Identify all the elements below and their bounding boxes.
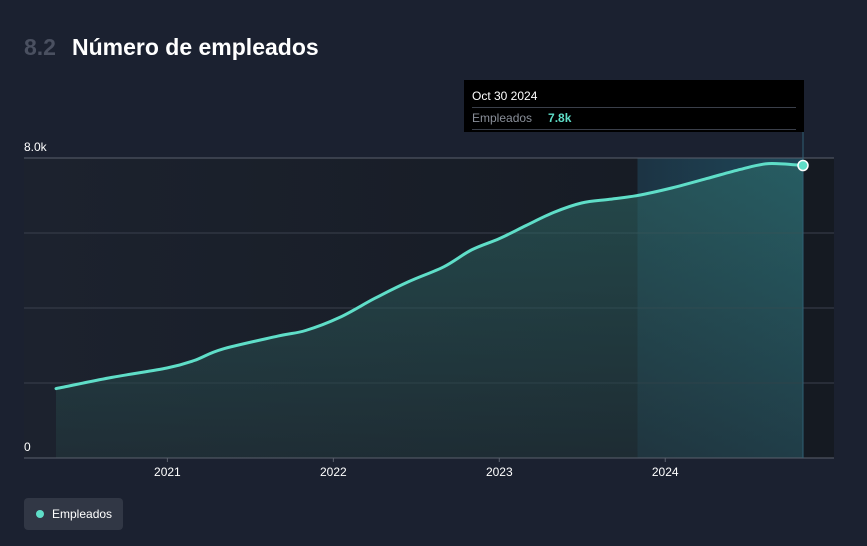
x-tick-label: 2022 xyxy=(320,465,347,479)
x-tick-label: 2023 xyxy=(486,465,513,479)
chart-header: 8.2 Número de empleados xyxy=(24,34,319,61)
x-tick-label: 2024 xyxy=(652,465,679,479)
marker-layer xyxy=(797,132,809,458)
legend-label: Empleados xyxy=(52,507,113,521)
axis-layer xyxy=(24,157,834,459)
section-number: 8.2 xyxy=(24,34,56,60)
tooltip-date: Oct 30 2024 xyxy=(472,89,796,108)
tooltip-row: Empleados 7.8k xyxy=(472,108,796,130)
y-tick-label: 8.0k xyxy=(24,140,48,154)
y-tick-labels: 8.0k 0 xyxy=(24,140,48,454)
y-tick-label: 0 xyxy=(24,440,31,454)
legend-dot-icon xyxy=(36,510,44,518)
legend-item-empleados[interactable]: Empleados xyxy=(24,498,123,530)
page-title: Número de empleados xyxy=(71,34,319,60)
tooltip-series-name: Empleados xyxy=(472,111,533,125)
tooltip-value: 7.8k xyxy=(548,111,572,125)
x-tick-label: 2021 xyxy=(154,465,181,479)
series-line-empleados xyxy=(54,161,805,391)
area-layer xyxy=(54,161,805,459)
x-tick-labels: 2021 2022 2023 2024 xyxy=(154,458,679,479)
series-area-empleados xyxy=(56,163,803,459)
hover-tooltip: Oct 30 2024 Empleados 7.8k xyxy=(464,80,804,132)
hover-point-marker xyxy=(797,159,809,172)
